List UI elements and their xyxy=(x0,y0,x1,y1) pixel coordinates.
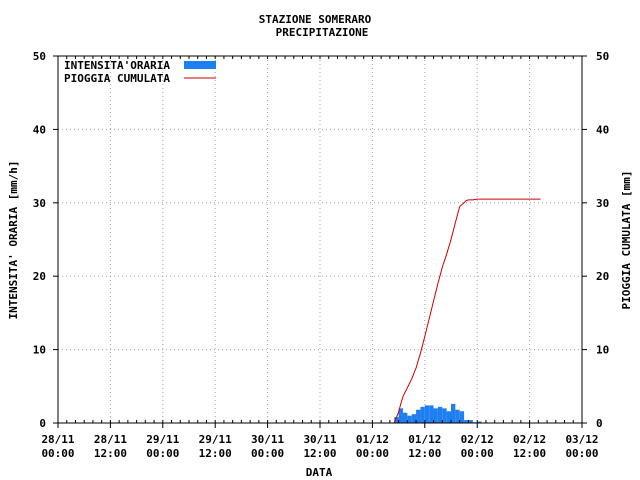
intensity-bar xyxy=(394,417,399,423)
x-tick-label-time: 00:00 xyxy=(146,447,179,460)
y-tick-label-right: 20 xyxy=(596,270,609,283)
x-tick-label-date: 02/12 xyxy=(513,433,546,446)
axes xyxy=(53,55,587,428)
x-tick-label-time: 00:00 xyxy=(565,447,598,460)
x-tick-label-date: 29/11 xyxy=(199,433,232,446)
x-tick-label-date: 02/12 xyxy=(461,433,494,446)
intensity-bar xyxy=(402,412,408,423)
x-tick-label-date: 28/11 xyxy=(41,433,74,446)
y-tick-label-right: 40 xyxy=(596,123,609,136)
x-tick-label-date: 01/12 xyxy=(356,433,389,446)
intensity-bar xyxy=(451,403,456,423)
intensity-bar xyxy=(437,406,443,423)
x-tick-label-time: 00:00 xyxy=(251,447,284,460)
intensity-bar xyxy=(433,408,438,423)
y-tick-label-left: 20 xyxy=(33,270,46,283)
intensity-bar xyxy=(446,411,451,423)
legend-label-cumulative: PIOGGIA CUMULATA xyxy=(64,72,170,85)
chart-subtitle: PRECIPITAZIONE xyxy=(276,26,369,39)
intensity-bar xyxy=(455,409,460,423)
intensity-bar xyxy=(442,408,447,423)
y-tick-label-right: 50 xyxy=(596,50,609,63)
x-tick-label-time: 12:00 xyxy=(303,447,336,460)
intensity-bar xyxy=(411,414,417,423)
x-tick-label-date: 28/11 xyxy=(94,433,127,446)
intensity-bar xyxy=(477,421,482,423)
x-tick-label-date: 29/11 xyxy=(146,433,179,446)
intensity-bar xyxy=(398,408,403,423)
intensity-bars xyxy=(394,403,482,423)
x-tick-label-date: 30/11 xyxy=(251,433,284,446)
legend-label-intensity: INTENSITA'ORARIA xyxy=(64,59,170,72)
y-tick-label-left: 50 xyxy=(33,50,46,63)
x-tick-label-time: 00:00 xyxy=(461,447,494,460)
y-axis-left-label: INTENSITA' ORARIA [mm/h] xyxy=(7,161,20,320)
intensity-bar xyxy=(464,420,469,423)
x-tick-label-time: 12:00 xyxy=(408,447,441,460)
intensity-bar xyxy=(424,405,430,423)
y-tick-label-left: 30 xyxy=(33,197,46,210)
cumulative-line xyxy=(393,198,541,424)
intensity-bar xyxy=(468,420,473,423)
x-tick-label-time: 00:00 xyxy=(41,447,74,460)
cumulative-line-group xyxy=(393,198,541,424)
x-tick-label-date: 30/11 xyxy=(303,433,336,446)
y-tick-label-right: 10 xyxy=(596,344,609,357)
intensity-bar xyxy=(459,411,465,423)
y-tick-label-left: 40 xyxy=(33,123,46,136)
y-tick-label-right: 0 xyxy=(596,417,603,430)
x-tick-label-date: 01/12 xyxy=(408,433,441,446)
x-tick-label-time: 12:00 xyxy=(199,447,232,460)
y-tick-label-left: 0 xyxy=(39,417,46,430)
x-tick-label-time: 00:00 xyxy=(356,447,389,460)
intensity-bar xyxy=(429,405,434,423)
grid-lines xyxy=(58,56,582,423)
y-tick-label-right: 30 xyxy=(596,197,609,210)
x-tick-label-date: 03/12 xyxy=(565,433,598,446)
y-tick-label-left: 10 xyxy=(33,344,46,357)
plot-frame xyxy=(57,55,583,424)
legend: INTENSITA'ORARIA PIOGGIA CUMULATA xyxy=(64,59,216,85)
x-axis-label: DATA xyxy=(306,466,333,479)
y-axis-right-label: PIOGGIA CUMULATA [mm] xyxy=(620,170,633,309)
legend-swatch-intensity xyxy=(184,61,216,69)
intensity-bar xyxy=(416,409,421,423)
x-tick-label-time: 12:00 xyxy=(94,447,127,460)
chart-title: STAZIONE SOMERARO xyxy=(259,13,372,26)
intensity-bar xyxy=(407,415,412,423)
intensity-bar xyxy=(420,406,425,423)
x-tick-label-time: 12:00 xyxy=(513,447,546,460)
